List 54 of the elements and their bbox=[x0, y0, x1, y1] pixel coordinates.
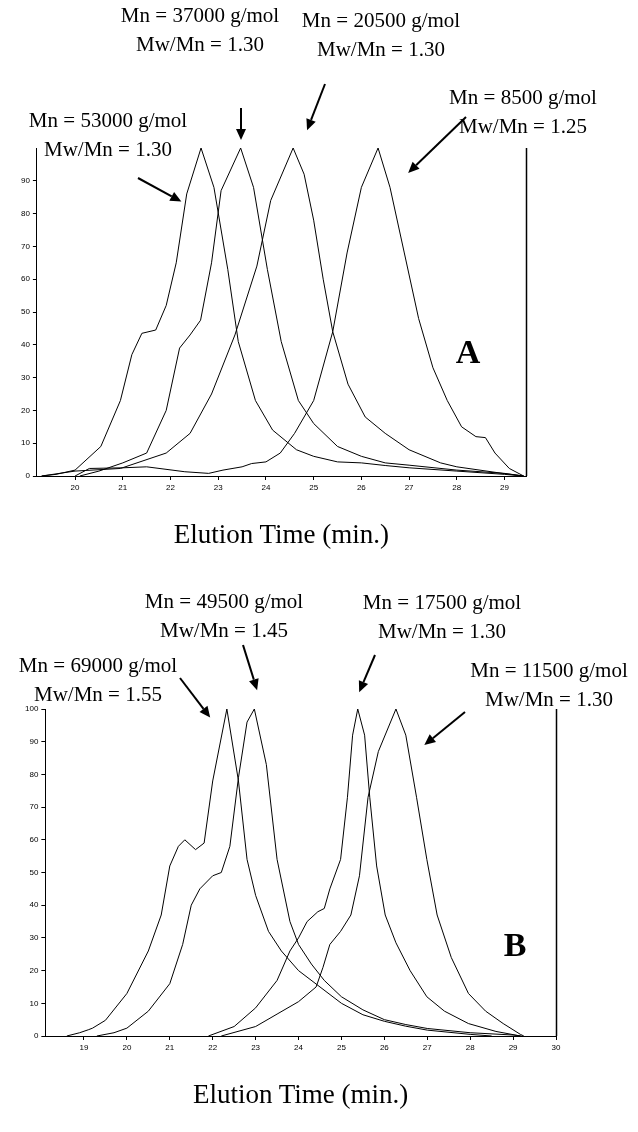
x-axis-title: Elution Time (min.) bbox=[173, 518, 390, 549]
text: Mn = 49500 g/mol Mw/Mn = 1.45 bbox=[144, 588, 304, 644]
x-tick-label: 19 bbox=[79, 1043, 89, 1052]
y-tick-label: 70 bbox=[20, 241, 31, 251]
x-tick-label: 30 bbox=[551, 1043, 561, 1052]
x-tick-label: 24 bbox=[294, 1043, 304, 1052]
x-tick-label: 23 bbox=[251, 1043, 261, 1052]
y-tick-label: 80 bbox=[20, 208, 31, 218]
x-tick-label: 25 bbox=[309, 483, 319, 492]
y-tick-label: 100 bbox=[24, 704, 39, 714]
y-tick-label: 20 bbox=[20, 405, 31, 415]
y-tick-label: 10 bbox=[20, 438, 31, 448]
y-tick-label: 90 bbox=[29, 736, 39, 746]
x-tick-label: 27 bbox=[404, 483, 415, 492]
x-tick-label: 23 bbox=[213, 483, 224, 492]
x-tick-label: 22 bbox=[208, 1043, 218, 1052]
y-tick-label: 40 bbox=[20, 340, 31, 349]
x-tick-label: 29 bbox=[500, 483, 510, 492]
y-tick-label: 0 bbox=[33, 1031, 39, 1041]
x-tick-label: 20 bbox=[122, 1043, 132, 1052]
y-tick-label: 70 bbox=[29, 802, 39, 812]
y-tick-label: 30 bbox=[20, 372, 31, 382]
x-tick-label: 21 bbox=[165, 1043, 175, 1052]
x-tick-label: 28 bbox=[452, 483, 462, 492]
y-tick-label: 60 bbox=[20, 274, 31, 284]
y-tick-label: 50 bbox=[29, 867, 39, 877]
x-tick-label: 26 bbox=[356, 483, 367, 492]
x-tick-label: 28 bbox=[465, 1043, 476, 1052]
y-tick-label: 10 bbox=[29, 998, 39, 1008]
text: Mn = 37000 g/mol Mw/Mn = 1.30 bbox=[120, 2, 280, 58]
y-tick-label: 0 bbox=[25, 471, 31, 481]
x-tick-label: 24 bbox=[261, 483, 271, 492]
x-tick-label: 27 bbox=[422, 1043, 433, 1052]
y-tick-label: 20 bbox=[29, 965, 39, 975]
x-tick-label: 22 bbox=[166, 483, 176, 492]
x-tick-label: 25 bbox=[336, 1043, 347, 1052]
annotation: Mn = 53000 g/mol Mw/Mn = 1.30 bbox=[28, 107, 188, 163]
x-tick-label: 20 bbox=[70, 483, 81, 492]
y-tick-label: 60 bbox=[29, 835, 39, 844]
y-tick-label: 40 bbox=[29, 900, 39, 910]
text: Mn = 17500 g/mol Mw/Mn = 1.30 bbox=[362, 589, 522, 645]
x-tick-label: 26 bbox=[379, 1043, 390, 1052]
annotation: Mn = 11500 g/mol Mw/Mn = 1.30 bbox=[470, 657, 628, 713]
x-axis-title: Elution Time (min.) bbox=[193, 1078, 409, 1109]
y-tick-label: 90 bbox=[20, 176, 31, 185]
x-tick-label: 29 bbox=[508, 1043, 519, 1052]
y-tick-label: 80 bbox=[29, 769, 39, 779]
y-tick-label: 50 bbox=[20, 307, 31, 317]
text: Mn = 20500 g/mol Mw/Mn = 1.30 bbox=[301, 7, 461, 63]
annotation: A bbox=[455, 333, 481, 371]
y-tick-label: 30 bbox=[29, 933, 39, 943]
text: Mn = 8500 g/mol Mw/Mn = 1.25 bbox=[449, 84, 597, 140]
annotation: B bbox=[503, 926, 527, 964]
x-tick-label: 21 bbox=[118, 483, 128, 492]
